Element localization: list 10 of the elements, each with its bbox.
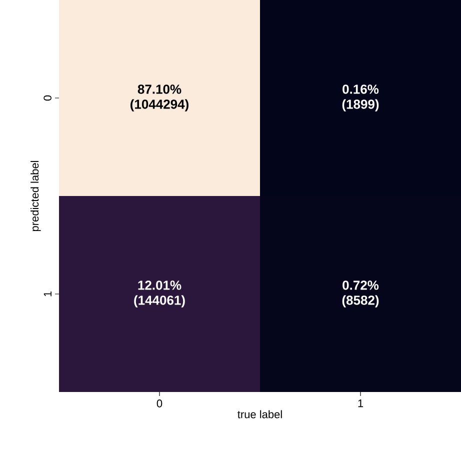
- data-label: 0.16%: [342, 84, 379, 94]
- annotation: (1899): [342, 99, 379, 112]
- data-label: 87.10%: [138, 84, 182, 94]
- annotation: (144061): [134, 295, 185, 308]
- data-label: 12.01%: [138, 280, 182, 290]
- y-axis-title: predicted label: [30, 160, 41, 232]
- x-axis-title: true label: [238, 410, 282, 418]
- data-label: 0.72%: [342, 280, 379, 290]
- annotation: (8582): [342, 295, 379, 308]
- annotation: (1044294): [130, 99, 188, 112]
